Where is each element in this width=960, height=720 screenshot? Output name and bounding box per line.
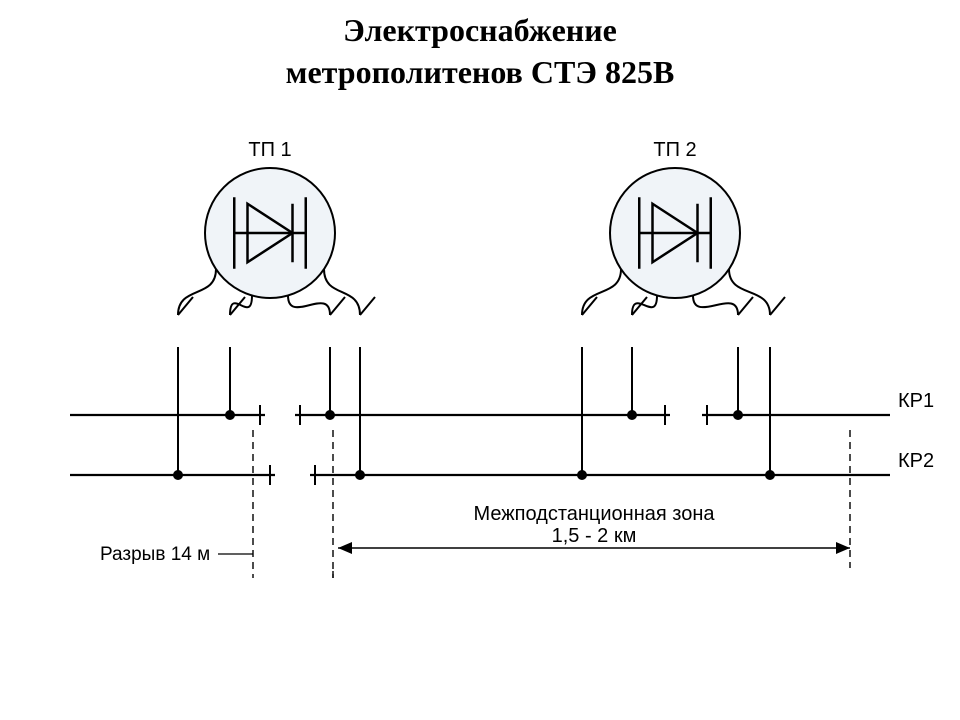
diagram-title: Электроснабжение метрополитенов СТЭ 825В (0, 0, 960, 93)
svg-text:ТП 1: ТП 1 (248, 139, 291, 161)
title-line-1: Электроснабжение (343, 12, 617, 48)
title-line-2: метрополитенов СТЭ 825В (286, 54, 675, 90)
svg-text:Межподстанционная зона: Межподстанционная зона (473, 503, 715, 525)
svg-text:КР2: КР2 (898, 450, 934, 472)
circuit-diagram: КР1 КР2 ТП 1 ТП 2 Разрыв 14 м Межподстанционн… (0, 93, 960, 713)
svg-text:ТП 2: ТП 2 (653, 139, 696, 161)
svg-text:КР1: КР1 (898, 390, 934, 412)
svg-text:1,5 - 2 км: 1,5 - 2 км (552, 525, 637, 547)
svg-text:Разрыв 14 м: Разрыв 14 м (100, 544, 210, 565)
